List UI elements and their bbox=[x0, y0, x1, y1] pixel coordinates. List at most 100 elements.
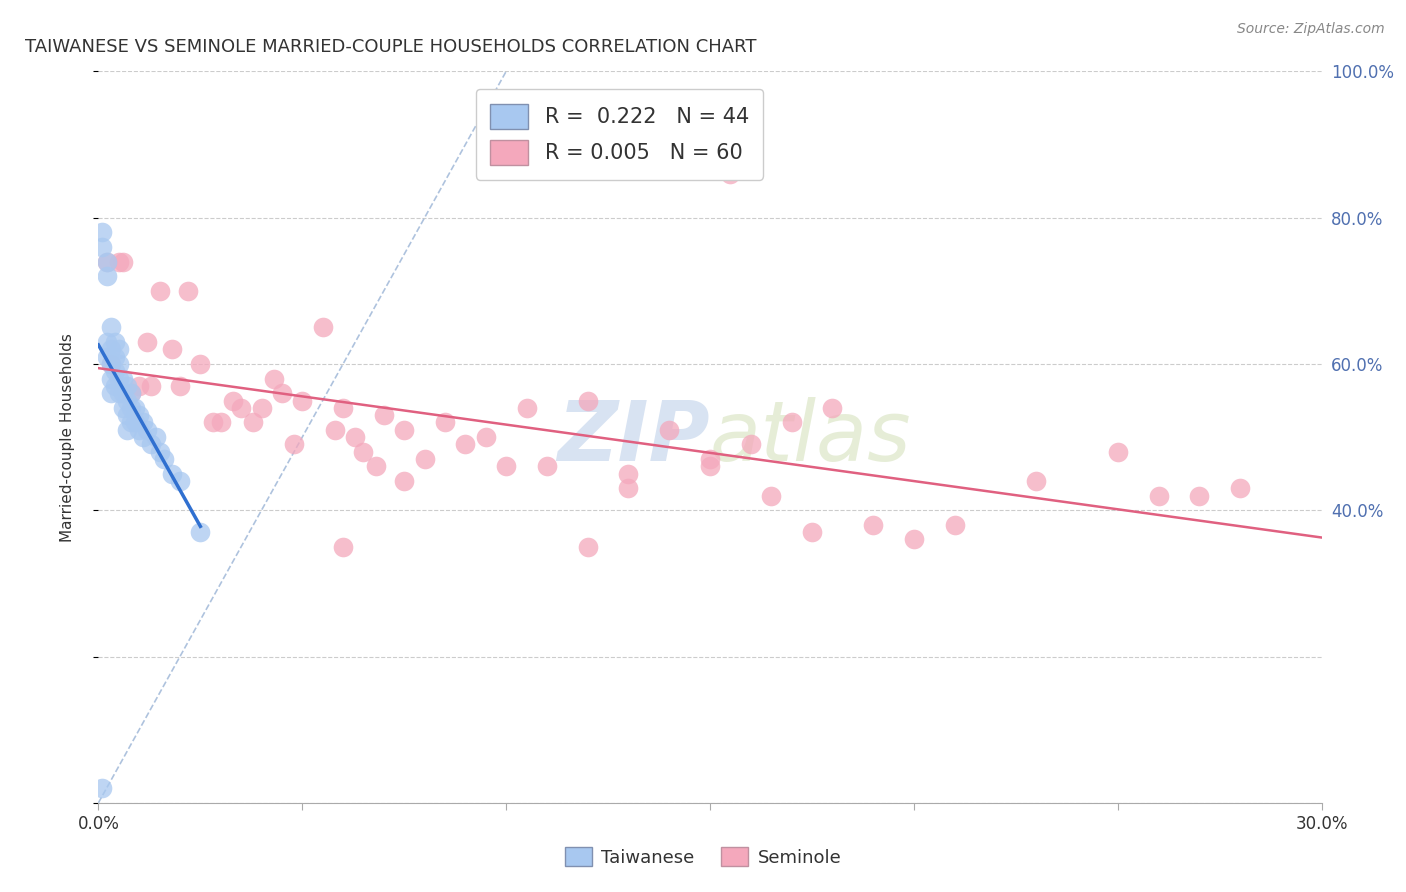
Text: atlas: atlas bbox=[710, 397, 911, 477]
Point bbox=[108, 386, 131, 401]
Point bbox=[111, 254, 134, 268]
Point bbox=[152, 452, 174, 467]
Point bbox=[231, 401, 253, 415]
Point bbox=[104, 379, 127, 393]
Point bbox=[91, 240, 114, 254]
Point bbox=[344, 430, 367, 444]
Point bbox=[780, 416, 803, 430]
Point bbox=[115, 408, 138, 422]
Point bbox=[108, 343, 131, 357]
Point bbox=[132, 416, 155, 430]
Point bbox=[124, 401, 146, 415]
Point bbox=[100, 357, 122, 371]
Text: TAIWANESE VS SEMINOLE MARRIED-COUPLE HOUSEHOLDS CORRELATION CHART: TAIWANESE VS SEMINOLE MARRIED-COUPLE HOU… bbox=[25, 38, 756, 56]
Point bbox=[352, 444, 374, 458]
Point bbox=[132, 430, 155, 444]
Point bbox=[96, 254, 118, 268]
Point bbox=[111, 401, 134, 415]
Point bbox=[242, 416, 264, 430]
Point bbox=[111, 371, 134, 385]
Point bbox=[96, 334, 118, 349]
Point bbox=[136, 334, 159, 349]
Point bbox=[323, 423, 346, 437]
Point bbox=[474, 430, 498, 444]
Point bbox=[115, 393, 138, 408]
Point bbox=[100, 371, 122, 385]
Point bbox=[120, 416, 142, 430]
Point bbox=[364, 459, 387, 474]
Point bbox=[149, 284, 172, 298]
Point bbox=[96, 254, 118, 268]
Text: Source: ZipAtlas.com: Source: ZipAtlas.com bbox=[1237, 22, 1385, 37]
Point bbox=[115, 379, 138, 393]
Point bbox=[188, 357, 212, 371]
Point bbox=[283, 437, 305, 451]
Point bbox=[141, 437, 163, 451]
Point bbox=[392, 423, 416, 437]
Point bbox=[149, 444, 172, 458]
Point bbox=[263, 371, 285, 385]
Point bbox=[128, 408, 150, 422]
Point bbox=[120, 401, 142, 415]
Legend: R =  0.222   N = 44, R = 0.005   N = 60: R = 0.222 N = 44, R = 0.005 N = 60 bbox=[475, 89, 763, 179]
Point bbox=[1025, 474, 1047, 488]
Point bbox=[222, 393, 245, 408]
Point bbox=[120, 386, 142, 401]
Point bbox=[699, 452, 721, 467]
Point bbox=[188, 525, 212, 540]
Point bbox=[291, 393, 314, 408]
Point bbox=[128, 379, 150, 393]
Point bbox=[124, 416, 146, 430]
Point bbox=[373, 408, 395, 422]
Point bbox=[100, 320, 122, 334]
Point bbox=[720, 167, 742, 181]
Point bbox=[312, 320, 335, 334]
Y-axis label: Married-couple Households: Married-couple Households bbox=[60, 333, 75, 541]
Point bbox=[250, 401, 273, 415]
Point bbox=[332, 540, 354, 554]
Legend: Taiwanese, Seminole: Taiwanese, Seminole bbox=[558, 840, 848, 874]
Point bbox=[658, 423, 681, 437]
Point bbox=[100, 386, 122, 401]
Point bbox=[1147, 489, 1170, 503]
Point bbox=[136, 423, 159, 437]
Point bbox=[108, 371, 131, 385]
Point bbox=[821, 401, 844, 415]
Point bbox=[801, 525, 824, 540]
Point bbox=[91, 225, 114, 239]
Point bbox=[160, 467, 183, 481]
Point bbox=[91, 781, 114, 796]
Point bbox=[536, 459, 558, 474]
Point bbox=[617, 467, 640, 481]
Point bbox=[141, 379, 163, 393]
Text: ZIP: ZIP bbox=[557, 397, 710, 477]
Point bbox=[128, 423, 150, 437]
Point bbox=[434, 416, 457, 430]
Point bbox=[209, 416, 232, 430]
Point bbox=[100, 343, 122, 357]
Point bbox=[740, 437, 762, 451]
Point bbox=[392, 474, 416, 488]
Point bbox=[111, 386, 134, 401]
Point bbox=[104, 334, 127, 349]
Point bbox=[516, 401, 538, 415]
Point bbox=[145, 430, 167, 444]
Point bbox=[108, 254, 131, 268]
Point bbox=[160, 343, 183, 357]
Point bbox=[96, 350, 118, 364]
Point bbox=[115, 423, 138, 437]
Point bbox=[104, 364, 127, 378]
Point bbox=[332, 401, 354, 415]
Point bbox=[413, 452, 436, 467]
Point bbox=[169, 379, 191, 393]
Point bbox=[177, 284, 200, 298]
Point bbox=[1188, 489, 1211, 503]
Point bbox=[454, 437, 477, 451]
Point bbox=[104, 350, 127, 364]
Point bbox=[943, 517, 966, 532]
Point bbox=[1229, 481, 1251, 495]
Point bbox=[495, 459, 517, 474]
Point bbox=[169, 474, 191, 488]
Point bbox=[100, 357, 122, 371]
Point bbox=[201, 416, 224, 430]
